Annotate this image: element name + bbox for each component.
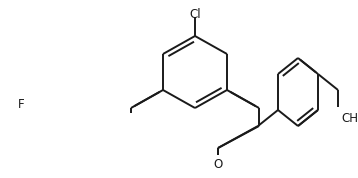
Text: CH₃: CH₃ (341, 111, 358, 124)
Text: Cl: Cl (189, 8, 201, 21)
Text: O: O (213, 158, 223, 171)
Text: F: F (18, 98, 25, 111)
